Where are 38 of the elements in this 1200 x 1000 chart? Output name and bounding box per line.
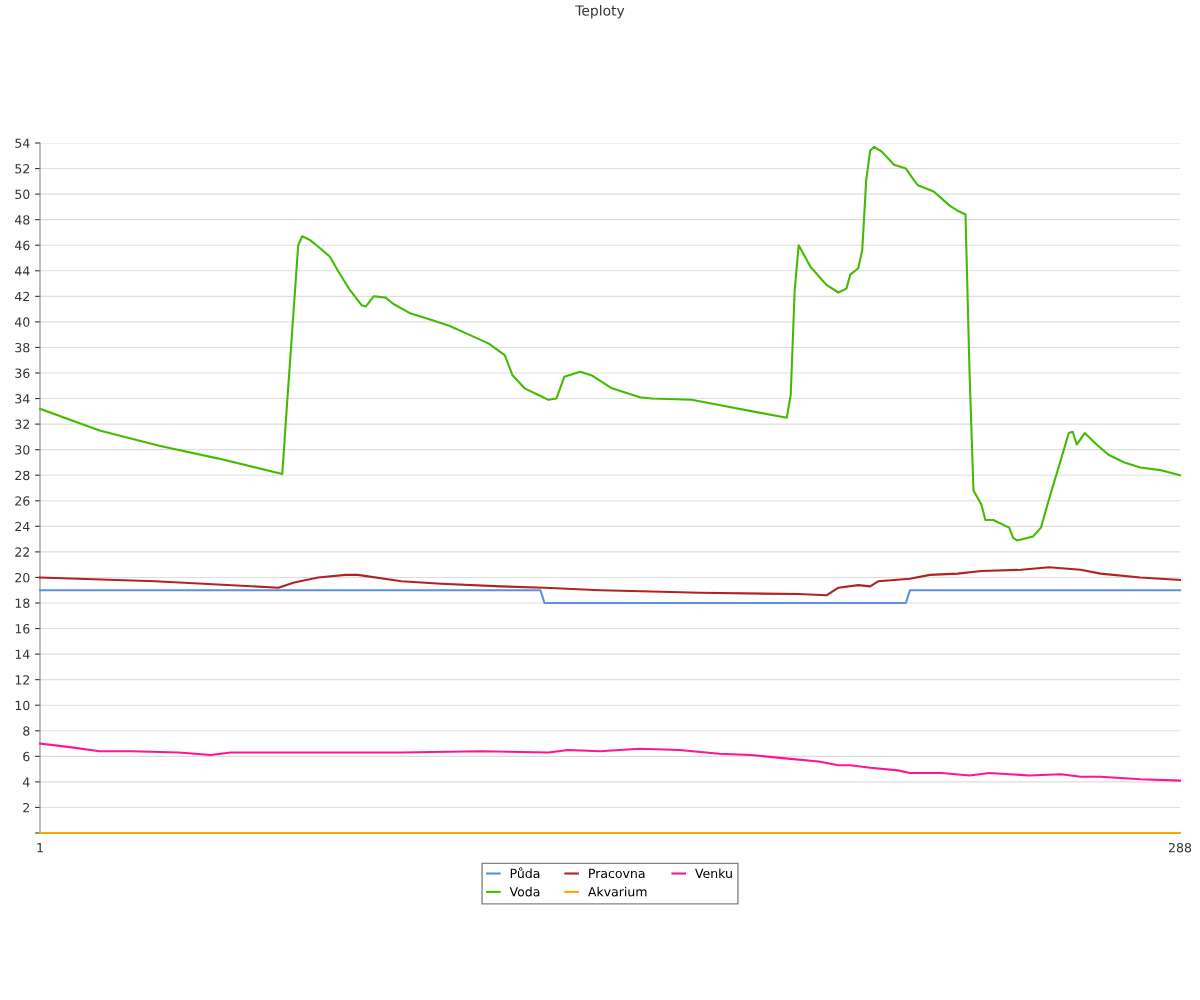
x-tick-label: 288: [1168, 842, 1192, 853]
legend-label: Pracovna: [589, 868, 645, 879]
line-series: [38, 742, 1182, 782]
y-tick-label: 30: [15, 445, 30, 455]
y-tick-label: 18: [15, 598, 30, 608]
y-tick-label: 24: [15, 521, 30, 532]
y-tick-label: 48: [14, 215, 30, 225]
y-tick-label: 8: [23, 726, 30, 736]
y-tick-label: 2: [23, 802, 30, 813]
x-tick-label: 1: [37, 843, 43, 853]
y-tick-label: 26: [15, 496, 30, 506]
y-tick-label: 40: [14, 317, 30, 327]
y-tick-label: 4: [22, 777, 30, 787]
y-tick-label: 52: [15, 164, 30, 174]
y-tick-label: 44: [14, 266, 30, 276]
y-tick-label: 10: [15, 700, 30, 711]
line-series: [38, 145, 1182, 542]
legend-label: Akvarium: [588, 886, 647, 897]
y-tick-label: 42: [14, 291, 30, 302]
y-tick-label: 50: [15, 189, 30, 200]
y-tick-label: 32: [15, 419, 30, 430]
legend-label: Voda: [509, 886, 540, 897]
y-tick-label: 22: [15, 547, 30, 557]
y-tick-label: 6: [23, 751, 30, 762]
line-series: [38, 566, 1182, 597]
y-tick-label: 38: [15, 342, 30, 353]
y-tick-label: 28: [15, 470, 30, 481]
y-tick-label: 46: [14, 240, 30, 251]
y-tick-label: 16: [15, 624, 30, 634]
legend-label: Půda: [510, 867, 540, 879]
y-tick-label: 54: [15, 138, 30, 148]
y-tick-label: 14: [15, 649, 30, 659]
y-tick-label: 36: [15, 368, 30, 378]
y-tick-label: 34: [15, 394, 30, 404]
y-tick-label: 12: [15, 675, 30, 685]
legend-label: Venku: [695, 868, 732, 879]
chart-title: Teploty: [575, 5, 625, 19]
y-tick-label: 20: [15, 572, 30, 583]
